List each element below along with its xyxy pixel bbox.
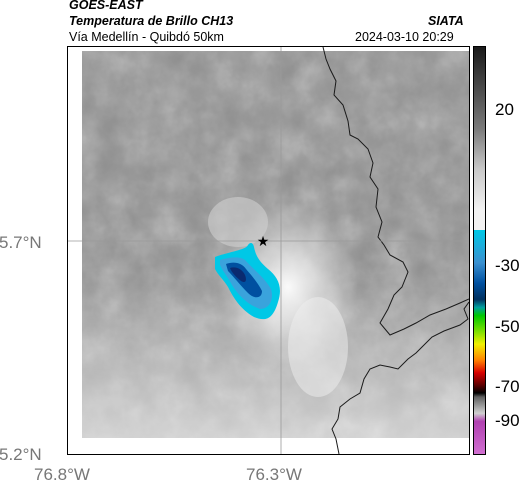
location-star-icon: ★ <box>257 234 270 250</box>
colorbar-tick-neg90: -90 <box>495 411 520 430</box>
lon-tick-76.3: 76.3°W <box>246 465 302 484</box>
cloud-patch <box>208 197 268 247</box>
boundary-line-south <box>331 301 469 454</box>
cold-cloud-top-coldest <box>230 267 246 283</box>
colorbar-tick-neg50: -50 <box>495 317 520 336</box>
colorbar-tick-neg70: -70 <box>495 377 520 396</box>
lat-tick-5.7: 5.7°N <box>0 233 42 252</box>
satellite-image: ★ <box>68 47 469 454</box>
colorbar-tick-neg30: -30 <box>495 256 520 275</box>
lat-tick-5.2: 5.2°N <box>0 445 42 464</box>
map-margin-left <box>68 47 82 454</box>
map-margin-bottom <box>82 438 469 454</box>
satellite-label: GOES-EAST <box>69 0 143 12</box>
boundary-line-east <box>322 47 469 336</box>
lon-tick-76.8: 76.8°W <box>34 465 90 484</box>
route-subtitle: Vía Medellín - Quibdó 50km <box>69 30 224 44</box>
colorbar-tick-20: 20 <box>495 100 514 119</box>
map-panel: ★ <box>67 46 470 455</box>
product-title: Temperatura de Brillo CH13 <box>69 14 234 28</box>
org-label: SIATA <box>428 14 464 28</box>
timestamp: 2024-03-10 20:29 <box>355 30 454 44</box>
cloud-patch <box>288 297 348 397</box>
temperature-colorbar <box>473 46 486 455</box>
